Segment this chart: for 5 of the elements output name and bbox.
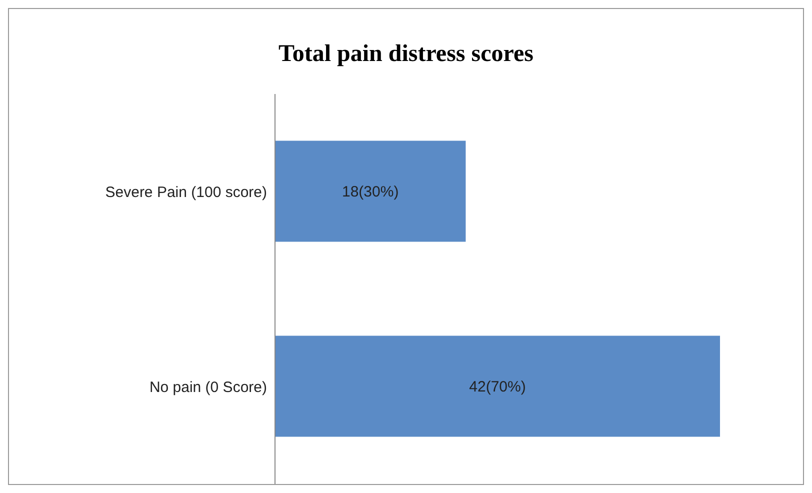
- data-label: 18(30%): [342, 184, 399, 201]
- y-tick-label: Severe Pain (100 score): [105, 184, 268, 201]
- y-tick-label: No pain (0 Score): [149, 378, 267, 396]
- chart-title: Total pain distress scores: [278, 41, 534, 68]
- data-label: 42(70%): [469, 378, 526, 396]
